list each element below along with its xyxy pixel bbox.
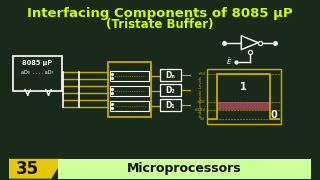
Text: +5V: +5V — [197, 73, 205, 76]
Text: 1: 1 — [240, 82, 246, 92]
Bar — [12, 56, 62, 91]
Polygon shape — [217, 102, 270, 110]
Text: 8085 μP: 8085 μP — [22, 60, 52, 66]
Text: Indeterminate Levels: Indeterminate Levels — [199, 76, 203, 117]
Text: Microprocessors: Microprocessors — [127, 162, 242, 175]
Text: (Tristate Buffer): (Tristate Buffer) — [106, 18, 214, 31]
Bar — [110, 101, 149, 111]
Text: +2V: +2V — [197, 100, 205, 104]
Text: Interfacing Components of 8085 μP: Interfacing Components of 8085 μP — [27, 7, 293, 20]
Bar — [160, 99, 181, 111]
Bar — [58, 159, 311, 179]
Text: +0.8V: +0.8V — [193, 108, 205, 112]
Bar — [207, 69, 281, 124]
Bar — [160, 69, 181, 81]
Text: D₂: D₂ — [165, 86, 175, 95]
Text: $\bar{E}$: $\bar{E}$ — [226, 56, 232, 67]
Bar — [110, 86, 149, 96]
Text: D₁: D₁ — [165, 101, 175, 110]
Bar — [108, 62, 150, 117]
Text: Dₙ: Dₙ — [165, 71, 175, 80]
Text: 35: 35 — [16, 160, 39, 178]
Polygon shape — [9, 159, 64, 179]
Text: aD₀  . . . . aD₇: aD₀ . . . . aD₇ — [21, 70, 53, 75]
Bar — [110, 71, 149, 81]
Text: 0: 0 — [271, 110, 278, 120]
Bar — [160, 84, 181, 96]
Text: 0V: 0V — [200, 117, 205, 121]
